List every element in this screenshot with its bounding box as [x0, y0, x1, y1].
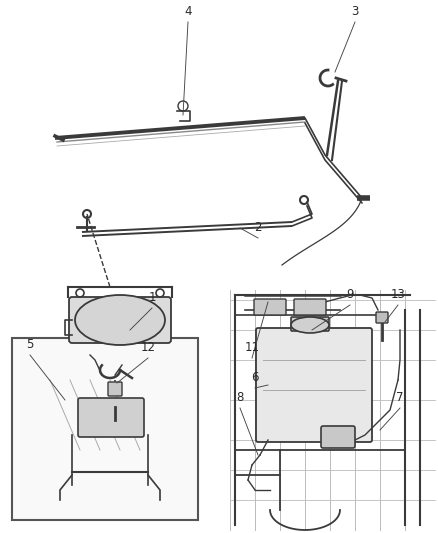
Bar [12, 338, 198, 520]
Text: 1: 1 [148, 291, 156, 304]
Text: 3: 3 [351, 5, 359, 18]
FancyBboxPatch shape [291, 317, 329, 331]
Text: 7: 7 [396, 391, 404, 404]
Text: 2: 2 [254, 221, 262, 234]
FancyBboxPatch shape [254, 299, 286, 315]
FancyBboxPatch shape [376, 312, 388, 323]
Text: 5: 5 [26, 338, 34, 351]
Ellipse shape [75, 295, 165, 345]
FancyBboxPatch shape [321, 426, 355, 448]
Text: 9: 9 [346, 288, 354, 301]
Text: 8: 8 [237, 391, 244, 404]
Text: 12: 12 [141, 341, 155, 354]
Text: 4: 4 [184, 5, 192, 18]
FancyBboxPatch shape [78, 398, 144, 437]
FancyBboxPatch shape [256, 328, 372, 442]
FancyBboxPatch shape [69, 297, 171, 343]
FancyBboxPatch shape [294, 299, 326, 315]
FancyBboxPatch shape [108, 382, 122, 396]
Text: 6: 6 [251, 371, 259, 384]
Ellipse shape [291, 317, 329, 333]
Text: 13: 13 [391, 288, 406, 301]
Text: 11: 11 [244, 341, 259, 354]
